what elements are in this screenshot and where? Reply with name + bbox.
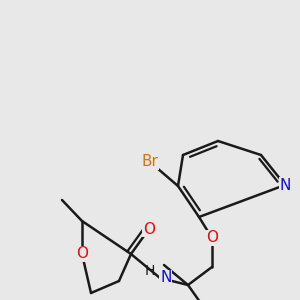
Text: O: O [206,230,218,245]
Text: H: H [145,264,155,278]
Text: Br: Br [142,154,158,169]
Text: O: O [143,221,155,236]
Text: O: O [76,247,88,262]
Text: N: N [279,178,291,193]
Text: N: N [160,271,171,286]
